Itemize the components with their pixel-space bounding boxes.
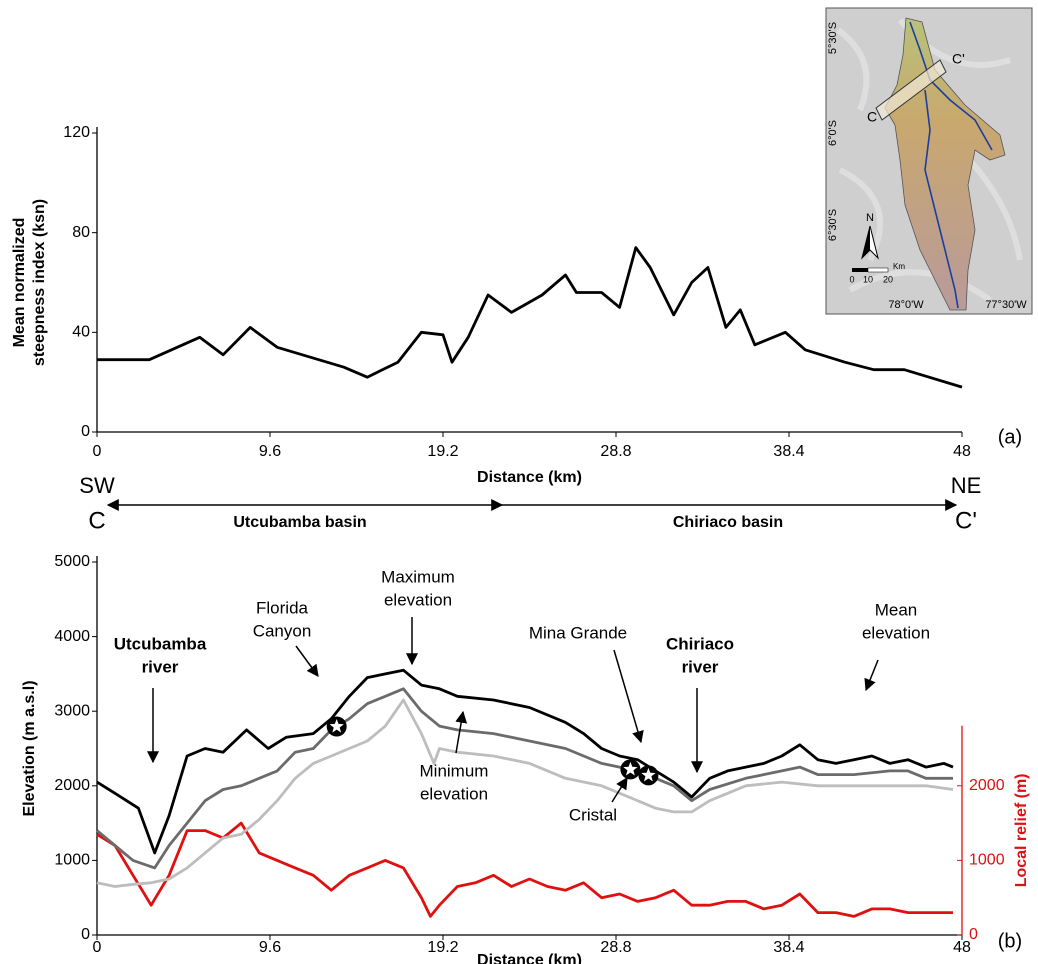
annotation-arrow (296, 646, 318, 676)
y-tick-label: 2000 (54, 777, 90, 794)
section-end: C' (955, 507, 977, 534)
annotation: river (682, 657, 719, 676)
y2-axis-label: Local relief (m) (1013, 773, 1030, 887)
x-tick-label: 0 (93, 443, 102, 460)
annotation-arrow (614, 650, 641, 742)
scale-label: 10 (863, 274, 873, 284)
y-tick-label: 5000 (54, 553, 90, 570)
lat-label: 6°30'S (827, 209, 839, 241)
scale-label: 0 (849, 274, 854, 284)
page: SW NE C C' Utcubamba basin Chiriaco basi… (0, 0, 1038, 964)
line (97, 700, 953, 887)
x-tick-label: 38.4 (773, 939, 804, 956)
y-axis-label: Elevation (m a.s.l) (21, 680, 38, 816)
x-tick-label: 19.2 (427, 939, 458, 956)
x-tick-label: 28.8 (600, 939, 631, 956)
annotation: Florida (256, 598, 309, 617)
y-axis-label: Mean normalized (11, 218, 28, 348)
scale-bar (868, 268, 888, 272)
y-tick-label: 1000 (54, 852, 90, 869)
y-tick-label: 120 (63, 124, 90, 141)
line (97, 689, 953, 868)
annotation: elevation (420, 784, 488, 803)
section-end: C' (952, 51, 965, 67)
annotation: elevation (384, 590, 452, 609)
lat-label: 6°0'S (827, 120, 839, 146)
lon-label: 77°30'W (985, 299, 1027, 311)
x-tick-label: 28.8 (600, 443, 631, 460)
annotation: Canyon (253, 621, 312, 640)
section-start: C (88, 507, 105, 534)
annotation-arrow (866, 660, 878, 690)
x-tick-label: 48 (953, 443, 971, 460)
annotation: Utcubamba (114, 634, 207, 653)
y-tick-label: 80 (72, 224, 90, 241)
y-tick-label: 4000 (54, 628, 90, 645)
scale-bar (852, 268, 868, 272)
x-tick-label: 9.6 (259, 939, 281, 956)
map-inset: 5°30'S 6°0'S 6°30'S 78°0'W 77°30'W C C' … (826, 8, 1032, 314)
y2-tick-label: 0 (969, 926, 978, 943)
y-tick-label: 40 (72, 324, 90, 341)
panel-label: (b) (998, 930, 1022, 952)
annotation: Mina Grande (529, 623, 627, 642)
x-tick-label: 38.4 (773, 443, 804, 460)
panel-label: (a) (998, 426, 1022, 448)
y-axis-label: steepness index (ksn) (31, 199, 48, 366)
basin-label: Utcubamba basin (233, 514, 366, 531)
annotation-arrow (456, 712, 463, 753)
y2-tick-label: 2000 (969, 777, 1005, 794)
x-axis-label: Distance (km) (477, 469, 582, 486)
x-tick-label: 9.6 (259, 443, 281, 460)
section-start-dir: SW (79, 473, 115, 498)
lat-label: 5°30'S (827, 22, 839, 54)
scale-unit: Km (893, 262, 905, 271)
section-end-dir: NE (951, 473, 982, 498)
basin-label: Chiriaco basin (673, 514, 783, 531)
scale-label: 20 (883, 274, 893, 284)
annotation: Chiriaco (666, 634, 734, 653)
x-tick-label: 19.2 (427, 443, 458, 460)
lon-label: 78°0'W (888, 299, 924, 311)
annotation: Maximum (381, 567, 455, 586)
section-start: C (867, 109, 877, 125)
y-tick-label: 3000 (54, 702, 90, 719)
y-tick-label: 0 (81, 423, 90, 440)
annotation: Mean (875, 600, 918, 619)
figure: SW NE C C' Utcubamba basin Chiriaco basi… (0, 0, 1038, 964)
y-tick-label: 0 (81, 926, 90, 943)
x-axis-label: Distance (km) (477, 952, 582, 964)
annotation: river (142, 657, 179, 676)
annotation: Minimum (420, 761, 489, 780)
x-tick-label: 0 (93, 939, 102, 956)
annotation: Cristal (569, 805, 617, 824)
y2-tick-label: 1000 (969, 852, 1005, 869)
annotation: elevation (862, 623, 930, 642)
north-label: N (866, 212, 874, 224)
